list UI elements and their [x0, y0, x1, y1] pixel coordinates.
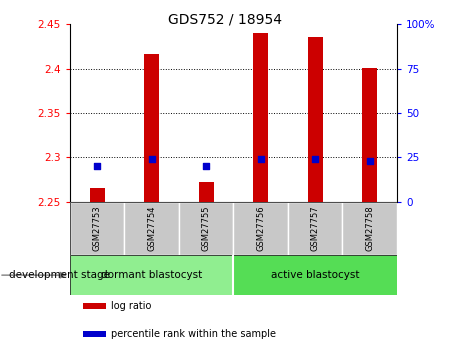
Bar [70, 255, 234, 295]
Text: development stage: development stage [9, 270, 110, 280]
Text: GSM27756: GSM27756 [256, 206, 265, 252]
Bar [288, 202, 342, 255]
Point [257, 156, 264, 162]
Bar [179, 202, 234, 255]
Bar [234, 255, 397, 295]
Text: GDS752 / 18954: GDS752 / 18954 [169, 12, 282, 26]
Point [148, 156, 155, 162]
Point [202, 164, 210, 169]
Bar [83, 331, 106, 337]
Bar [124, 202, 179, 255]
Bar [362, 68, 377, 202]
Point [93, 164, 101, 169]
Text: GSM27758: GSM27758 [365, 206, 374, 252]
Bar [253, 33, 268, 202]
Text: GSM27753: GSM27753 [92, 206, 101, 252]
Text: active blastocyst: active blastocyst [271, 270, 359, 280]
Point [312, 156, 319, 162]
Bar [144, 55, 159, 202]
Text: log ratio: log ratio [110, 301, 151, 311]
Bar [70, 202, 124, 255]
Text: GSM27754: GSM27754 [147, 206, 156, 251]
Bar [198, 182, 214, 202]
Bar [342, 202, 397, 255]
Text: dormant blastocyst: dormant blastocyst [101, 270, 202, 280]
Text: GSM27757: GSM27757 [311, 206, 320, 252]
Bar [308, 38, 323, 202]
Point [366, 158, 373, 164]
Bar [83, 303, 106, 309]
Text: GSM27755: GSM27755 [202, 206, 211, 251]
Bar [234, 202, 288, 255]
Text: percentile rank within the sample: percentile rank within the sample [110, 329, 276, 339]
Bar [89, 188, 105, 202]
